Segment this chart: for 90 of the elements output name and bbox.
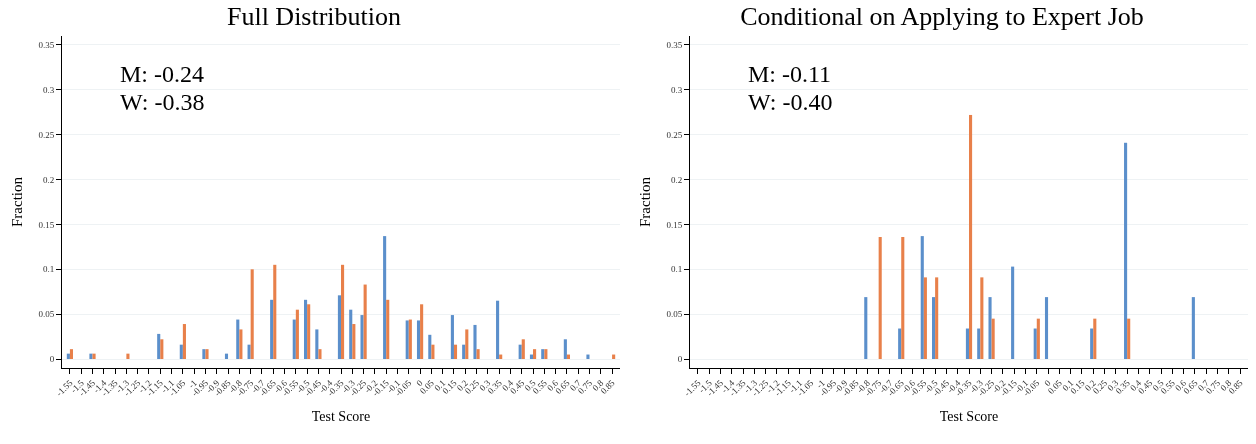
bar — [295, 309, 299, 360]
bar — [383, 236, 387, 360]
bar — [428, 334, 432, 360]
bar — [250, 269, 254, 360]
bar — [450, 315, 454, 360]
bar — [270, 299, 274, 360]
bar — [473, 324, 477, 360]
bar — [1124, 142, 1128, 360]
bar — [416, 320, 421, 360]
bar — [157, 333, 161, 360]
bar — [980, 277, 984, 360]
bar — [318, 349, 322, 360]
bar — [969, 114, 973, 360]
y-tick-label: 0.25 — [666, 129, 683, 140]
bar — [1093, 318, 1097, 360]
bar — [341, 264, 345, 360]
bar — [1036, 318, 1040, 360]
bar — [247, 344, 251, 360]
bar — [1044, 297, 1049, 360]
bar — [431, 344, 435, 360]
y-tick-label: 0 — [49, 354, 55, 365]
y-tick-label: 0 — [677, 354, 683, 365]
bar — [965, 328, 969, 360]
y-tick-label: 0.05 — [38, 309, 55, 320]
y-tick-label: 0.2 — [670, 174, 683, 185]
bar — [898, 328, 902, 360]
bar — [1033, 328, 1037, 360]
annotation: W: -0.38 — [120, 89, 205, 115]
y-tick-label: 0.15 — [38, 219, 55, 230]
bar — [179, 344, 183, 360]
y-tick-label: 0.2 — [42, 174, 55, 185]
bar — [462, 344, 466, 360]
bar — [453, 344, 458, 360]
bar — [988, 297, 992, 360]
bar — [991, 318, 995, 360]
bar — [1011, 266, 1015, 360]
chart-title: Full Distribution — [226, 1, 402, 31]
bar — [878, 236, 882, 360]
bar — [1090, 328, 1094, 360]
annotation: M: -0.11 — [748, 61, 832, 87]
chart-title: Conditional on Applying to Expert Job — [740, 1, 1144, 31]
bar — [1191, 297, 1195, 360]
y-tick-label: 0.25 — [38, 129, 55, 140]
bar — [239, 329, 243, 360]
x-axis-title: Test Score — [939, 409, 999, 425]
bar — [160, 339, 164, 360]
y-axis-title: Fraction — [636, 176, 653, 227]
bar — [932, 297, 936, 360]
y-tick-label: 0.3 — [670, 84, 683, 95]
y-tick-label: 0.1 — [42, 264, 55, 275]
bar — [1127, 318, 1131, 360]
annotation: W: -0.40 — [748, 89, 833, 115]
bar — [935, 277, 939, 360]
bar — [496, 300, 500, 360]
bar — [465, 329, 469, 360]
bar — [349, 309, 353, 360]
bar — [363, 284, 367, 360]
bar — [977, 328, 981, 360]
y-tick-label: 0.05 — [666, 309, 683, 320]
bar — [420, 304, 424, 360]
bar — [69, 349, 74, 360]
bar — [292, 319, 296, 360]
y-tick-label: 0.35 — [38, 40, 55, 51]
bar — [337, 295, 341, 360]
bar — [273, 264, 277, 360]
bar — [864, 297, 868, 360]
bar — [476, 349, 480, 360]
y-tick-label: 0.15 — [666, 219, 683, 230]
bar — [307, 304, 311, 360]
bar — [352, 324, 356, 360]
annotation: M: -0.24 — [120, 61, 204, 87]
bar — [518, 344, 522, 360]
bar — [586, 354, 590, 360]
bar — [901, 236, 905, 360]
y-tick-label: 0.35 — [666, 40, 683, 51]
bar — [521, 339, 525, 360]
y-tick-label: 0.1 — [670, 264, 683, 275]
bar — [563, 339, 567, 360]
bar — [315, 329, 319, 360]
bar — [182, 324, 186, 360]
bar — [920, 236, 924, 360]
bar — [386, 299, 390, 360]
x-axis-title: Test Score — [311, 409, 371, 425]
bar — [360, 315, 364, 360]
y-tick-label: 0.3 — [42, 84, 55, 95]
bar — [923, 277, 927, 360]
bar — [533, 349, 537, 360]
bar — [236, 319, 240, 360]
bar — [304, 299, 308, 360]
y-axis-title: Fraction — [8, 176, 25, 227]
